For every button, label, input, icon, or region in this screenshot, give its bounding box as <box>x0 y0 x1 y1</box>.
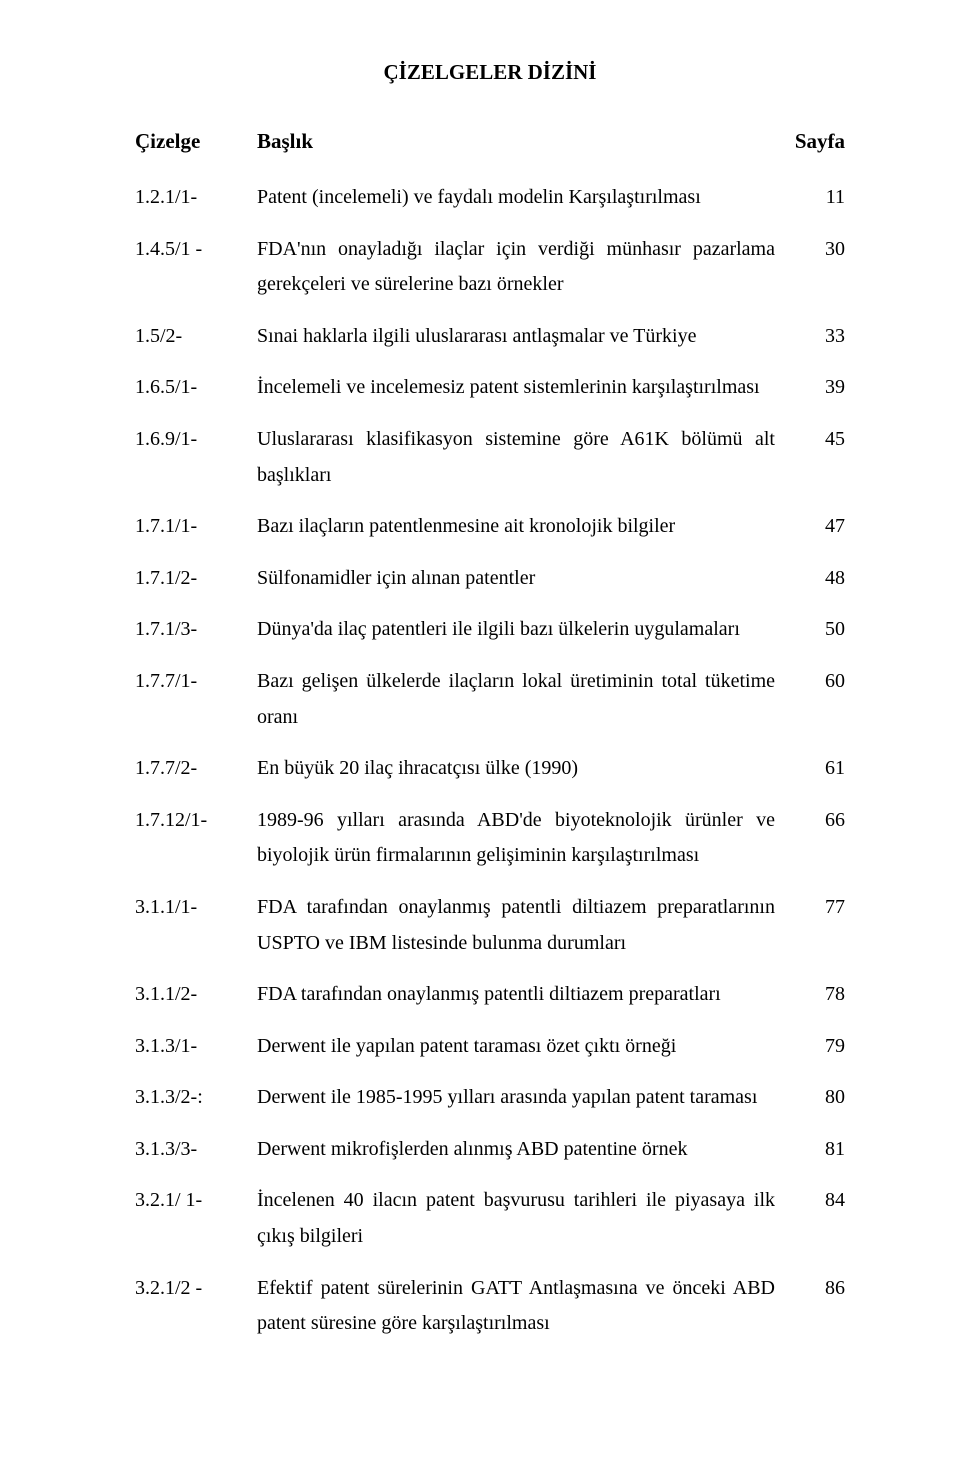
row-page: 48 <box>797 561 845 597</box>
row-page: 66 <box>797 803 845 839</box>
row-page: 79 <box>797 1029 845 1065</box>
row-title: Patent (incelemeli) ve faydalı modelin K… <box>257 180 797 216</box>
row-number: 3.1.3/2-: <box>135 1080 257 1116</box>
row-number: 1.6.9/1- <box>135 422 257 458</box>
row-page: 11 <box>797 180 845 216</box>
table-row: 1.7.12/1-1989-96 yılları arasında ABD'de… <box>135 803 845 874</box>
row-title: İncelemeli ve incelemesiz patent sisteml… <box>257 370 797 406</box>
row-page: 33 <box>797 319 845 355</box>
header-baslik: Başlık <box>257 129 775 154</box>
header-sayfa: Sayfa <box>775 129 845 154</box>
row-title: İncelenen 40 ilacın patent başvurusu tar… <box>257 1183 797 1254</box>
row-page: 47 <box>797 509 845 545</box>
row-page: 61 <box>797 751 845 787</box>
row-title: Bazı ilaçların patentlenmesine ait krono… <box>257 509 797 545</box>
table-row: 3.1.1/1-FDA tarafından onaylanmış patent… <box>135 890 845 961</box>
row-page: 77 <box>797 890 845 926</box>
table-row: 3.1.3/3-Derwent mikrofişlerden alınmış A… <box>135 1132 845 1168</box>
row-title: FDA tarafından onaylanmış patentli dilti… <box>257 977 797 1013</box>
row-number: 1.7.1/1- <box>135 509 257 545</box>
row-number: 1.7.1/3- <box>135 612 257 648</box>
table-row: 1.4.5/1 -FDA'nın onayladığı ilaçlar için… <box>135 232 845 303</box>
row-page: 30 <box>797 232 845 268</box>
row-title: En büyük 20 ilaç ihracatçısı ülke (1990) <box>257 751 797 787</box>
row-number: 3.1.3/3- <box>135 1132 257 1168</box>
table-row: 1.6.5/1-İncelemeli ve incelemesiz patent… <box>135 370 845 406</box>
row-title: 1989-96 yılları arasında ABD'de biyotekn… <box>257 803 797 874</box>
row-number: 1.7.7/2- <box>135 751 257 787</box>
row-title: Bazı gelişen ülkelerde ilaçların lokal ü… <box>257 664 797 735</box>
row-title: Uluslararası klasifikasyon sistemine gör… <box>257 422 797 493</box>
row-title: Efektif patent sürelerinin GATT Antlaşma… <box>257 1271 797 1342</box>
row-number: 1.7.7/1- <box>135 664 257 700</box>
table-row: 3.1.3/1-Derwent ile yapılan patent taram… <box>135 1029 845 1065</box>
row-page: 45 <box>797 422 845 458</box>
row-number: 3.1.3/1- <box>135 1029 257 1065</box>
row-number: 1.2.1/1- <box>135 180 257 216</box>
table-row: 1.7.1/2-Sülfonamidler için alınan patent… <box>135 561 845 597</box>
table-row: 1.5/2-Sınai haklarla ilgili uluslararası… <box>135 319 845 355</box>
row-page: 78 <box>797 977 845 1013</box>
row-page: 84 <box>797 1183 845 1219</box>
table-row: 1.2.1/1-Patent (incelemeli) ve faydalı m… <box>135 180 845 216</box>
header-cizelge: Çizelge <box>135 129 257 154</box>
row-title: Sülfonamidler için alınan patentler <box>257 561 797 597</box>
table-header: Çizelge Başlık Sayfa <box>135 129 845 154</box>
table-row: 3.1.1/2-FDA tarafından onaylanmış patent… <box>135 977 845 1013</box>
table-row: 1.7.7/1-Bazı gelişen ülkelerde ilaçların… <box>135 664 845 735</box>
row-number: 1.7.12/1- <box>135 803 257 839</box>
page: ÇİZELGELER DİZİNİ Çizelge Başlık Sayfa 1… <box>0 0 960 1476</box>
table-row: 1.7.1/1-Bazı ilaçların patentlenmesine a… <box>135 509 845 545</box>
row-number: 3.2.1/ 1- <box>135 1183 257 1219</box>
row-page: 39 <box>797 370 845 406</box>
row-number: 1.6.5/1- <box>135 370 257 406</box>
table-row: 1.6.9/1-Uluslararası klasifikasyon siste… <box>135 422 845 493</box>
row-number: 1.5/2- <box>135 319 257 355</box>
row-number: 3.2.1/2 - <box>135 1271 257 1307</box>
row-title: Derwent mikrofişlerden alınmış ABD paten… <box>257 1132 797 1168</box>
row-title: Derwent ile yapılan patent taraması özet… <box>257 1029 797 1065</box>
table-row: 3.2.1/ 1-İncelenen 40 ilacın patent başv… <box>135 1183 845 1254</box>
table-row: 3.1.3/2-:Derwent ile 1985-1995 yılları a… <box>135 1080 845 1116</box>
row-number: 1.7.1/2- <box>135 561 257 597</box>
page-title: ÇİZELGELER DİZİNİ <box>135 60 845 85</box>
row-number: 3.1.1/1- <box>135 890 257 926</box>
row-page: 50 <box>797 612 845 648</box>
table-body: 1.2.1/1-Patent (incelemeli) ve faydalı m… <box>135 180 845 1342</box>
table-row: 1.7.1/3-Dünya'da ilaç patentleri ile ilg… <box>135 612 845 648</box>
table-row: 3.2.1/2 -Efektif patent sürelerinin GATT… <box>135 1271 845 1342</box>
row-number: 1.4.5/1 - <box>135 232 257 268</box>
table-row: 1.7.7/2-En büyük 20 ilaç ihracatçısı ülk… <box>135 751 845 787</box>
row-title: FDA'nın onayladığı ilaçlar için verdiği … <box>257 232 797 303</box>
row-title: Derwent ile 1985-1995 yılları arasında y… <box>257 1080 797 1116</box>
row-page: 60 <box>797 664 845 700</box>
row-title: Dünya'da ilaç patentleri ile ilgili bazı… <box>257 612 797 648</box>
row-page: 81 <box>797 1132 845 1168</box>
row-title: FDA tarafından onaylanmış patentli dilti… <box>257 890 797 961</box>
row-page: 80 <box>797 1080 845 1116</box>
row-title: Sınai haklarla ilgili uluslararası antla… <box>257 319 797 355</box>
row-number: 3.1.1/2- <box>135 977 257 1013</box>
row-page: 86 <box>797 1271 845 1307</box>
